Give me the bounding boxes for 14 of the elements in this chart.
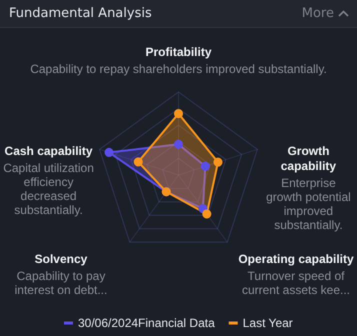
- spoke-label: Profitability: [144, 45, 212, 60]
- text: Capability to repay shareholders improved substantially.: [29, 62, 328, 76]
- legend-label: 30/06/2024Financial Data: [78, 316, 216, 330]
- spoke-label: Cash capability: [4, 144, 94, 160]
- text: More: [302, 6, 334, 21]
- text: Enterprise growth potential improved substantially.: [265, 176, 352, 232]
- text: Capability to pay interest on debt...: [14, 269, 108, 298]
- text: Capital utilization efficiency decreased substantially.: [2, 161, 95, 218]
- spoke-label: Solvency: [34, 252, 88, 268]
- spoke-label: Growth capability: [280, 144, 338, 174]
- legend-label: Last Year: [242, 316, 293, 330]
- spoke-label: Operating capability: [237, 252, 355, 268]
- text: Turnover speed of current assets kee...: [240, 269, 352, 298]
- chart-title: Fundamental Analysis: [9, 6, 152, 21]
